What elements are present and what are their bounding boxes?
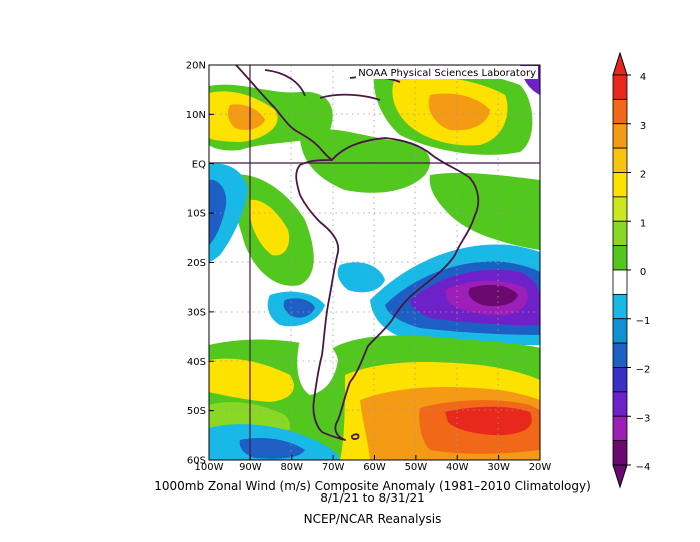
caption-line-3: NCEP/NCAR Reanalysis [303, 512, 442, 526]
colorbar-tick-label: 0 [640, 267, 646, 278]
lat-tick-label: 60S [187, 456, 206, 467]
shade-southwest-blue [239, 438, 305, 459]
shade-south-yellow [209, 358, 294, 402]
coastline-south-america [295, 137, 480, 441]
colorbar-bin [612, 196, 628, 222]
lat-tick-label: EQ [192, 159, 206, 170]
colorbar-bin [612, 172, 628, 198]
colorbar-bin [612, 440, 628, 466]
shade-eq-green [299, 128, 431, 193]
colorbar-bin [612, 147, 628, 173]
colorbar-tick-label: −1 [636, 316, 651, 327]
colorbar-bin [612, 98, 628, 125]
colorbar-tick-label: −4 [636, 462, 651, 473]
lat-tick-label: 10N [186, 110, 206, 121]
colorbar-bottom-arrow [612, 464, 628, 489]
lon-tick-label: 80W [280, 462, 303, 473]
lon-tick-label: 60W [363, 462, 386, 473]
axis-ticks [208, 64, 541, 461]
colorbar-bin [612, 245, 628, 271]
shade-south-red [445, 406, 532, 436]
colorbar: 4 3 2 1 0 −1 −2 −3 −4 [612, 51, 651, 489]
colorbar-tick-label: 1 [640, 218, 646, 229]
lon-tick-label: 90W [239, 462, 262, 473]
shade-mid-blue [283, 298, 315, 318]
map-area: NOAA Physical Sciences Laboratory 100W 90… [186, 61, 552, 474]
lon-tick-label: 40W [446, 462, 469, 473]
colorbar-bin [612, 342, 628, 368]
credit-box [356, 66, 538, 79]
colorbar-top-arrow [612, 51, 628, 76]
colorbar-bin [612, 269, 628, 295]
coastline-central-america [235, 65, 333, 161]
shade-north-left-orange [227, 104, 265, 130]
colorbar-tick-label: 3 [640, 121, 646, 132]
shade-mid-right-cyan [337, 262, 385, 293]
colorbar-tick-label: −2 [636, 365, 651, 376]
colorbar-tick-label: −3 [636, 413, 651, 424]
coastline-falklands [350, 433, 360, 440]
colorbar-bin [612, 391, 628, 417]
colorbar-bin [612, 220, 628, 247]
axis-labels: 100W 90W 80W 70W 60W 50W 40W 30W 20W 20N 10N EQ 10S 2… [186, 61, 552, 474]
caption-line-2: 8/1/21 to 8/31/21 [320, 491, 425, 505]
shade-west-darkblue [209, 179, 227, 245]
lat-tick-label: 30S [187, 307, 206, 318]
lon-tick-label: 50W [405, 462, 428, 473]
coastlines [235, 65, 480, 441]
lat-tick-label: 40S [187, 357, 206, 368]
colorbar-bin [612, 293, 628, 320]
shade-south-white-gap [297, 339, 338, 395]
colorbar-bin [612, 415, 628, 442]
colorbar-bin [612, 123, 628, 149]
lat-tick-label: 20S [187, 258, 206, 269]
colorbar-bin [612, 367, 628, 393]
colorbar-bin [612, 74, 628, 100]
lon-tick-label: 70W [322, 462, 345, 473]
lon-tick-label: 30W [487, 462, 510, 473]
shade-west-yellow [250, 199, 290, 256]
shade-southeast-core [468, 284, 518, 307]
credit-text: NOAA Physical Sciences Laboratory [358, 68, 536, 79]
map-gridlines [209, 65, 540, 460]
lon-tick-label: 100W [195, 462, 224, 473]
lat-tick-label: 10S [187, 209, 206, 220]
caption-line-1: 1000mb Zonal Wind (m/s) Composite Anomal… [154, 479, 591, 493]
lat-tick-label: 50S [187, 406, 206, 417]
anomaly-shading [209, 65, 540, 460]
colorbar-tick-label: 2 [640, 170, 646, 181]
colorbar-bin [612, 318, 628, 344]
lat-tick-label: 20N [186, 61, 206, 72]
shade-north-right-orange [428, 93, 490, 131]
lon-tick-label: 20W [529, 462, 552, 473]
colorbar-tick-label: 4 [640, 72, 646, 83]
